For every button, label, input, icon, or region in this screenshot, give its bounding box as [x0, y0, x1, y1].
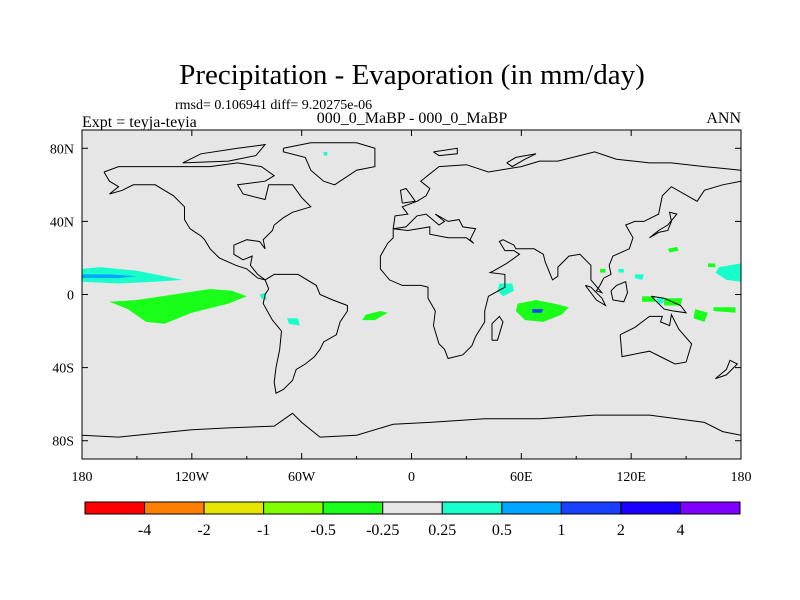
y-tick-label: 80S: [52, 435, 74, 450]
region-pacific-blue-core: [82, 274, 137, 279]
coastline-antarctica: [82, 412, 741, 438]
y-tick-label: 0: [67, 289, 74, 304]
region-bay-bengal-dot: [600, 268, 606, 273]
coastline-new-zealand: [715, 359, 739, 380]
coastline-britain: [399, 187, 417, 204]
region-south-pacific-negative: [693, 309, 708, 322]
coastline-svalbard: [433, 147, 458, 157]
y-tick-label: 40S: [52, 362, 74, 377]
y-tick-label: 40N: [50, 215, 74, 230]
chart-title: Precipitation - Evaporation (in mm/day): [179, 59, 645, 91]
region-east-pacific-negative: [109, 289, 247, 324]
colorbar-swatch: [382, 501, 443, 515]
x-tick-label: 0: [408, 470, 415, 485]
colorbar-label: -4: [138, 522, 151, 539]
x-tick-label: 120W: [175, 470, 210, 485]
region-philippines-positive: [634, 274, 644, 280]
colorbar-label: 2: [617, 522, 625, 539]
colorbar-label: -1: [257, 522, 270, 539]
region-south-china-sea-dot: [618, 268, 624, 273]
region-new-guinea-positive: [656, 298, 665, 304]
colorbar-swatch: [679, 501, 741, 515]
colorbar-label: 4: [676, 522, 684, 539]
coastline-eurasia-africa: [379, 151, 741, 360]
coastline-borneo: [610, 281, 629, 303]
right-label: ANN: [706, 110, 741, 127]
x-tick-label: 180: [72, 470, 93, 485]
colorbar-swatch: [263, 501, 324, 515]
coastline-novaya-zemlya: [506, 153, 537, 168]
coastline-australia: [619, 313, 693, 365]
coastline-sumatra: [585, 284, 607, 307]
coastline-madagascar: [491, 315, 504, 341]
x-tick-label: 60W: [288, 470, 316, 485]
coastline-new-guinea: [650, 295, 688, 314]
coastlines: [82, 142, 741, 438]
region-west-pacific-negative: [713, 307, 736, 313]
coastline-north-america: [103, 162, 312, 281]
x-tick-label: 180: [731, 470, 752, 485]
x-axis: 180 120W 60W 0 60E 120E 180: [72, 130, 752, 485]
x-tick-label: 120E: [616, 470, 646, 485]
region-central-pacific-positive: [82, 267, 183, 284]
region-south-atlantic-negative: [362, 311, 388, 321]
region-horn-africa-positive: [497, 283, 514, 297]
coastline-south-america: [262, 273, 348, 394]
left-label: Expt = teyja-teyia: [82, 114, 197, 131]
region-north-pacific-negative: [667, 247, 679, 253]
contour-regions: [82, 151, 741, 326]
x-tick-label: 60E: [510, 470, 533, 485]
coastline-greenland: [282, 142, 376, 186]
y-axis: 80N 40N 0 40S 80S: [50, 142, 741, 450]
colorbar: -4 -2 -1 -0.5 -0.25 0.25 0.5 1 2 4: [84, 501, 741, 539]
region-maritime-negative: [642, 296, 655, 302]
colorbar-label: 1: [557, 522, 565, 539]
colorbar-swatch: [203, 501, 265, 515]
colorbar-swatch: [620, 501, 681, 515]
colorbar-swatch: [441, 501, 503, 515]
colorbar-label: -0.5: [311, 522, 336, 539]
colorbar-label: 0.25: [428, 522, 456, 539]
colorbar-label: -0.25: [366, 522, 399, 539]
colorbar-label: 0.5: [492, 522, 512, 539]
y-tick-label: 80N: [50, 142, 74, 157]
chart-subtitle: 000_0_MaBP - 000_0_MaBP: [317, 110, 508, 127]
colorbar-swatch: [84, 501, 146, 515]
region-east-pacific-dot: [708, 263, 716, 268]
coastline-japan: [649, 211, 678, 239]
region-pacific-dateline-positive: [715, 263, 741, 282]
coastline-arctic-islands: [182, 143, 267, 164]
colorbar-label: -2: [197, 522, 210, 539]
colorbar-swatch: [144, 501, 205, 515]
colorbar-swatch: [322, 501, 384, 515]
region-indian-ocean-core: [532, 309, 544, 313]
colorbar-swatch: [501, 501, 562, 515]
region-sahara-dot: [323, 151, 328, 156]
stats-text: rmsd= 0.106941 diff= 9.20275e-06: [175, 98, 372, 113]
colorbar-swatch: [560, 501, 622, 515]
region-brazil-positive: [287, 318, 300, 326]
